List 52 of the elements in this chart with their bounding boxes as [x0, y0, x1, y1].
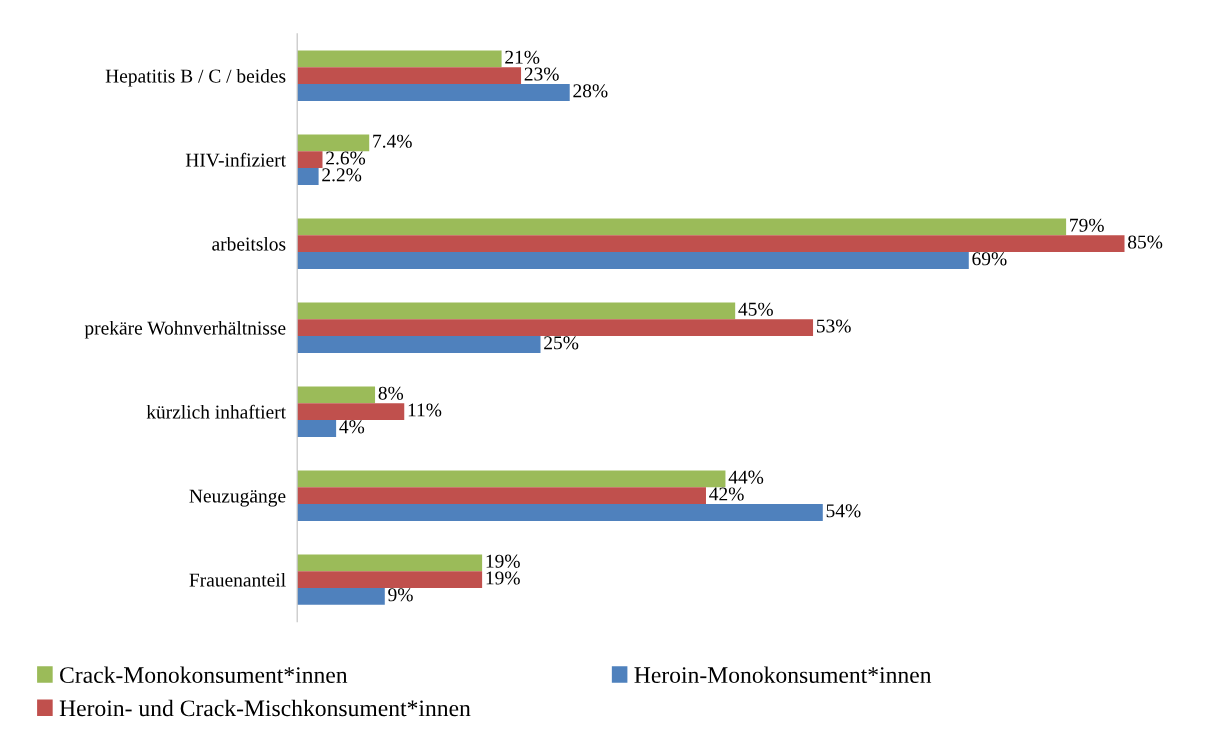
data-label: 53%: [816, 319, 851, 333]
data-label: 2.2%: [322, 168, 362, 182]
bar: [297, 50, 502, 68]
legend-label: Heroin- und Crack-Mischkonsument*innen: [59, 699, 471, 717]
data-label: 42%: [709, 487, 744, 501]
data-label: 85%: [1128, 235, 1163, 249]
data-label: 23%: [524, 67, 559, 81]
y-tick-label: arbeitslos: [212, 236, 286, 251]
data-label: 19%: [486, 571, 520, 585]
bar: [297, 336, 541, 353]
bar: [297, 554, 483, 572]
data-label: 44%: [728, 470, 764, 484]
data-label: 9%: [388, 588, 413, 602]
bar: [297, 168, 319, 185]
data-label: 21%: [505, 50, 540, 64]
bar: [297, 386, 376, 404]
bar: [297, 67, 522, 85]
y-tick-label: prekäre Wohnverhältnisse: [84, 320, 286, 339]
data-label: 28%: [573, 84, 608, 98]
legend-label: Heroin-Monokonsument*innen: [634, 666, 932, 684]
data-label: 4%: [339, 420, 365, 434]
data-label: 11%: [408, 403, 442, 417]
bar: [297, 470, 726, 488]
y-tick-label: Frauenanteil: [189, 572, 286, 587]
bar: [297, 302, 736, 320]
y-tick-label: Neuzugänge: [189, 489, 286, 507]
bar: [297, 487, 706, 505]
bar: [297, 588, 385, 605]
data-label: 69%: [972, 252, 1007, 266]
y-tick-label: kürzlich inhaftiert: [146, 404, 286, 419]
data-label: 54%: [826, 504, 861, 518]
y-tick-label: HIV-infiziert: [185, 152, 286, 167]
legend-label: Crack-Monokonsument*innen: [60, 666, 348, 684]
bar: [297, 84, 570, 101]
bar: [297, 218, 1067, 236]
bar: [297, 319, 814, 337]
bar: [297, 504, 823, 521]
data-label: 2.6%: [326, 151, 366, 165]
bar: [297, 420, 337, 437]
data-label: 8%: [378, 386, 404, 400]
bar: [297, 235, 1125, 253]
bar: [297, 151, 323, 169]
data-label: 25%: [544, 336, 579, 350]
data-label: 79%: [1070, 218, 1104, 232]
bar: [297, 252, 969, 269]
data-label: 7.4%: [373, 134, 412, 148]
data-label: 45%: [738, 302, 773, 316]
bar: [297, 403, 405, 421]
bar: [297, 571, 483, 589]
y-tick-label: Hepatitis B / C / beides: [105, 68, 286, 87]
bar: [297, 134, 370, 152]
data-label: 19%: [486, 554, 520, 568]
